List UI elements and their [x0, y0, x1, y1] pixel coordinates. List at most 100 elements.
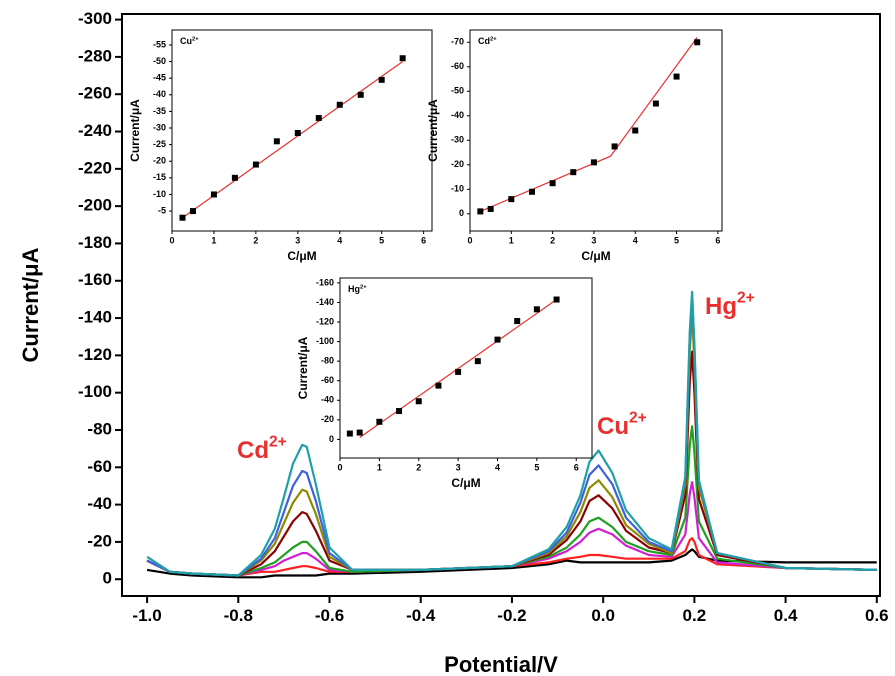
- fit-line: [182, 61, 403, 219]
- inset-label-base: Cd: [478, 36, 490, 46]
- data-point: [315, 115, 322, 122]
- annotation: Cd2+: [237, 434, 287, 465]
- x-tick-label: 2: [253, 236, 258, 246]
- y-tick-label: -60: [321, 375, 334, 385]
- y-tick-label: -10: [153, 189, 166, 199]
- y-tick-label: -5: [158, 205, 166, 215]
- data-point: [273, 138, 280, 145]
- inset-background: [172, 30, 432, 231]
- y-tick-label: -20: [451, 159, 464, 169]
- x-tick-label: 0.6: [865, 606, 889, 625]
- data-point: [376, 418, 383, 425]
- plot-frame: [339, 277, 593, 459]
- x-axis-label: C/μM: [581, 249, 610, 263]
- inset-label: Cu2+: [180, 36, 199, 46]
- data-point: [632, 127, 639, 134]
- y-tick-label: -25: [153, 139, 166, 149]
- y-tick-label: -70: [451, 37, 464, 47]
- y-tick-label: -80: [321, 356, 334, 366]
- y-tick-label: -100: [316, 336, 334, 346]
- y-tick-label: -140: [78, 308, 112, 327]
- y-tick-label: -100: [78, 382, 112, 401]
- x-tick-label: 2: [416, 463, 421, 473]
- x-axis-label: C/μM: [287, 249, 316, 263]
- y-axis-label: Current/μA: [128, 99, 142, 162]
- data-point: [611, 143, 618, 150]
- data-point: [487, 205, 494, 212]
- data-point: [477, 208, 484, 215]
- x-tick-label: 0.2: [683, 606, 707, 625]
- y-tick-label: -160: [78, 270, 112, 289]
- x-tick-label: -1.0: [132, 606, 161, 625]
- y-tick-label: -20: [321, 414, 334, 424]
- y-axis-label: Current/μA: [426, 99, 440, 162]
- series-line: [146, 290, 877, 577]
- annotation-sup: 2+: [629, 410, 647, 427]
- x-axis-label: Potential/V: [444, 652, 558, 676]
- x-tick-label: 3: [295, 236, 300, 246]
- inset-label-sup: 2+: [490, 36, 497, 42]
- data-point: [294, 129, 301, 136]
- data-point: [652, 100, 659, 107]
- y-tick-label: -20: [153, 156, 166, 166]
- y-tick-label: -60: [87, 457, 112, 476]
- data-point: [435, 382, 442, 389]
- x-tick-label: 5: [674, 236, 679, 246]
- y-tick-label: -50: [153, 56, 166, 66]
- annotation: Cu2+: [597, 410, 647, 441]
- annotation-sup: 2+: [269, 434, 287, 451]
- data-point: [378, 76, 385, 83]
- y-tick-label: -40: [321, 395, 334, 405]
- data-point: [528, 188, 535, 195]
- inset-background: [340, 278, 592, 458]
- data-point: [694, 39, 701, 46]
- annotation-base: Cu: [597, 413, 629, 440]
- y-tick-label: -20: [87, 531, 112, 550]
- y-tick-label: -50: [451, 86, 464, 96]
- series-line: [146, 425, 877, 577]
- y-tick-label: -120: [316, 316, 334, 326]
- y-tick-label: 0: [329, 434, 334, 444]
- x-tick-label: 4: [337, 236, 342, 246]
- y-tick-label: -40: [87, 494, 112, 513]
- data-point: [673, 73, 680, 80]
- data-point: [210, 191, 217, 198]
- y-axis-label: Current/μA: [296, 336, 310, 399]
- data-point: [455, 368, 462, 375]
- y-tick-label: -45: [153, 73, 166, 83]
- data-point: [570, 169, 577, 176]
- x-tick-label: -0.4: [406, 606, 436, 625]
- x-tick-label: 3: [456, 463, 461, 473]
- x-tick-label: 6: [421, 236, 426, 246]
- inset-label: Hg2+: [348, 284, 367, 294]
- data-point: [553, 296, 560, 303]
- y-tick-label: -140: [316, 297, 334, 307]
- inset-label-base: Hg: [348, 284, 360, 294]
- plot-frame: [171, 29, 433, 232]
- y-tick-label: -280: [78, 46, 112, 65]
- x-tick-label: 0.4: [774, 606, 798, 625]
- y-tick-label: -260: [78, 84, 112, 103]
- x-tick-label: 4: [633, 236, 638, 246]
- data-point: [590, 159, 597, 166]
- data-point: [231, 174, 238, 181]
- x-axis-label: C/μM: [451, 476, 480, 490]
- y-tick-label: -180: [78, 233, 112, 252]
- fit-line: [480, 37, 698, 212]
- fit-line: [359, 299, 557, 438]
- data-point: [396, 408, 403, 415]
- y-tick-label: -200: [78, 196, 112, 215]
- y-tick-label: -15: [153, 172, 166, 182]
- y-tick-label: 0: [459, 208, 464, 218]
- series-line: [146, 537, 877, 577]
- y-tick-label: 0: [103, 569, 112, 588]
- y-tick-label: -40: [451, 110, 464, 120]
- x-tick-label: -0.2: [497, 606, 526, 625]
- inset-label-base: Cu: [180, 36, 192, 46]
- data-point: [252, 161, 259, 168]
- x-tick-label: 0: [337, 463, 342, 473]
- x-tick-label: 6: [574, 463, 579, 473]
- series-line: [146, 481, 877, 577]
- x-tick-label: -0.6: [315, 606, 344, 625]
- y-axis-label: Current/μA: [18, 247, 43, 362]
